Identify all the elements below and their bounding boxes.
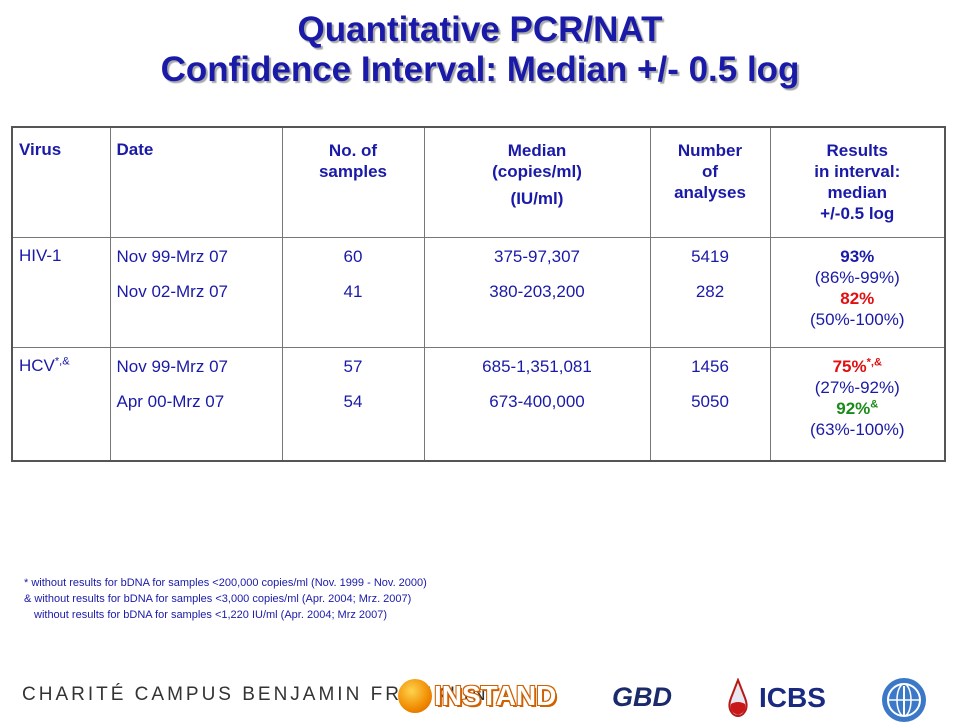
median-value: 375-97,307 [493,246,581,266]
header-virus: Virus [11,126,111,238]
samples-value: 60 [343,246,363,266]
results-table: Virus Date No. of samples Median (copies… [11,126,946,462]
median-value: 673-400,000 [489,391,585,411]
result-percent: 92%& [777,398,939,419]
header-samples-line-2: samples [318,162,388,181]
virus-name: HCV [19,355,55,375]
header-analyses-line-1: Number [677,141,743,160]
median-value: 380-203,200 [489,281,585,301]
page-title: Quantitative PCR/NAT Confidence Interval… [0,10,960,90]
result-footnote-marker: *,& [866,355,882,368]
cell-date: Nov 99-Mrz 07 Nov 02-Mrz 07 [109,236,283,348]
cell-median: 685-1,351,081 673-400,000 [423,346,651,462]
table-row: HIV-1 Nov 99-Mrz 07 Nov 02-Mrz 07 60 41 … [11,236,946,348]
header-results: Results in interval: median +/-0.5 log [769,126,946,238]
result-percent: 93% [777,246,939,267]
header-median-line-2: (copies/ml) [492,162,582,181]
instand-emblem-icon [398,679,432,713]
header-analyses-line-2: of [701,162,719,181]
header-analyses-line-3: analyses [674,183,746,202]
cell-analyses: 5419 282 [649,236,771,348]
cell-virus: HIV-1 [11,236,111,348]
analyses-value: 5050 [691,391,729,411]
date-value: Apr 00-Mrz 07 [116,391,225,411]
result-value: 75% [832,356,867,376]
result-range: (50%-100%) [810,309,905,329]
cell-samples: 57 54 [281,346,425,462]
cell-results: 93% (86%-99%) 82% (50%-100%) [769,236,946,348]
result-range: (27%-92%) [814,377,900,397]
title-line-1: Quantitative PCR/NAT [297,10,663,49]
icbs-logo: ICBS [725,678,826,718]
table-row: HCV*,& Nov 99-Mrz 07 Apr 00-Mrz 07 57 54… [11,346,946,462]
icbs-logo-text: ICBS [759,682,826,713]
result-range: (63%-100%) [810,419,905,439]
cell-median: 375-97,307 380-203,200 [423,236,651,348]
charite-logo: CHARITÉ CAMPUS BENJAMIN FRANKLIN [22,684,489,705]
analyses-value: 282 [695,281,725,301]
instand-logo: INSTAND [398,676,556,716]
header-median: Median (copies/ml) (IU/ml) [423,126,651,238]
title-line-2: Confidence Interval: Median +/- 0.5 log [160,50,800,89]
header-date: Date [109,126,283,238]
globe-icon [887,683,921,717]
virus-name: HIV-1 [19,245,62,265]
result-range: (86%-99%) [814,267,900,287]
samples-value: 41 [343,281,363,301]
date-value: Nov 02-Mrz 07 [116,281,228,301]
footnote: & without results for bDNA for samples <… [24,593,412,605]
date-value: Nov 99-Mrz 07 [116,356,228,376]
result-footnote-marker: & [870,397,879,410]
result-value: 93% [840,246,875,266]
header-median-line-3: (IU/ml) [510,189,564,208]
footnote: * without results for bDNA for samples <… [24,577,427,589]
header-samples-line-1: No. of [328,141,378,160]
samples-value: 57 [343,356,363,376]
median-value: 685-1,351,081 [482,356,592,376]
virus-footnote-marker: *,& [54,354,70,367]
header-median-line-1: Median [507,141,567,160]
cell-samples: 60 41 [281,236,425,348]
header-row: Virus Date No. of samples Median (copies… [11,126,946,238]
footnote: without results for bDNA for samples <1,… [34,609,388,621]
header-samples: No. of samples [281,126,425,238]
date-value: Nov 99-Mrz 07 [116,246,228,266]
header-results-line-1: Results [826,141,888,160]
header-results-line-3: median [827,183,888,202]
result-value: 92% [836,398,871,418]
result-percent: 82% [777,288,939,309]
analyses-value: 1456 [691,356,729,376]
logo-bar: CHARITÉ CAMPUS BENJAMIN FRANKLIN INSTAND… [0,672,960,722]
gbd-logo: GBD [612,682,672,712]
header-results-line-4: +/-0.5 log [820,204,895,223]
header-results-line-2: in interval: [814,162,901,181]
cell-results: 75%*,& (27%-92%) 92%& (63%-100%) [769,346,946,462]
header-analyses: Number of analyses [649,126,771,238]
analyses-value: 5419 [691,246,729,266]
result-percent: 75%*,& [777,356,939,377]
result-value: 82% [840,288,875,308]
cell-date: Nov 99-Mrz 07 Apr 00-Mrz 07 [109,346,283,462]
who-emblem-icon [882,678,926,722]
instand-logo-text: INSTAND [434,680,557,711]
cell-analyses: 1456 5050 [649,346,771,462]
samples-value: 54 [343,391,363,411]
blood-bag-icon [728,678,748,717]
cell-virus: HCV*,& [11,346,111,462]
footnotes: * without results for bDNA for samples <… [24,575,427,623]
